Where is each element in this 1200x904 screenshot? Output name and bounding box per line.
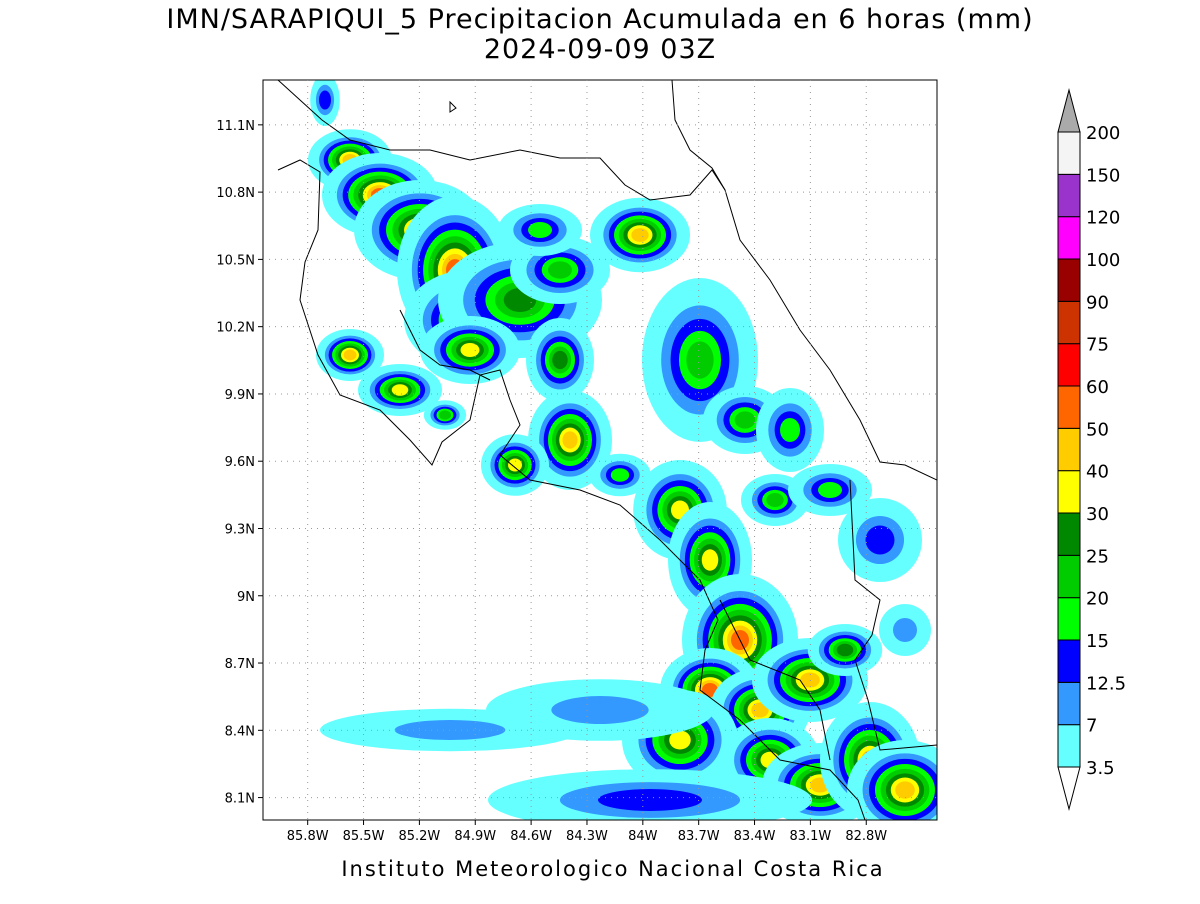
- y-tick-label: 10.5N: [216, 253, 255, 268]
- x-tick-label: 83.1W: [789, 829, 831, 844]
- precip-contour: [548, 261, 572, 279]
- y-tick-label: 11.1N: [216, 119, 255, 134]
- precip-contour: [701, 549, 719, 571]
- colorbar-label: 60: [1086, 377, 1109, 398]
- colorbar-box: [1057, 597, 1081, 641]
- x-tick-label: 83.7W: [678, 829, 720, 844]
- x-tick-label: 84.6W: [510, 829, 552, 844]
- precip-contour: [610, 468, 630, 482]
- colorbar-label: 7: [1086, 716, 1097, 737]
- colorbar-label: 30: [1086, 504, 1109, 525]
- precip-contour: [460, 343, 480, 357]
- colorbar: 3.5 7 12.5 15 20 25 30 40 50 60 75 90 100 120 150 200: [1057, 88, 1126, 811]
- y-tick-label: 8.1N: [225, 792, 255, 807]
- pacific-coast: [277, 159, 866, 820]
- y-tick-label: 9.9N: [225, 388, 255, 403]
- title: IMN/SARAPIQUI_5 Precipitacion Acumulada …: [166, 4, 1033, 35]
- precip-contour: [734, 411, 756, 429]
- colorbar-label: 20: [1086, 589, 1109, 610]
- colorbar-box: [1057, 343, 1081, 387]
- precip-contour: [562, 431, 578, 449]
- precip-contour: [818, 482, 842, 498]
- coastlines: [277, 80, 937, 820]
- precip-contour: [631, 228, 649, 242]
- x-tick-label: 84.3W: [566, 829, 608, 844]
- panama-border: [849, 479, 937, 751]
- precip-contour: [780, 418, 800, 442]
- colorbar-box: [1057, 724, 1081, 768]
- precip-contour: [319, 90, 331, 110]
- colorbar-box: [1057, 427, 1081, 472]
- precip-contour: [552, 350, 568, 370]
- colorbar-box: [1057, 258, 1081, 302]
- precip-contour: [391, 384, 409, 396]
- x-tick-label: 82.8W: [845, 829, 887, 844]
- colorbar-box: [1057, 681, 1081, 726]
- precip-contour: [508, 458, 522, 472]
- colorbar-box: [1057, 385, 1081, 429]
- colorbar-box: [1057, 512, 1081, 556]
- y-tick-label: 9N: [237, 590, 255, 605]
- precip-contour: [766, 493, 784, 507]
- colorbar-label: 25: [1086, 546, 1109, 567]
- precip-contour: [669, 730, 691, 750]
- precip-contour: [702, 683, 718, 697]
- precip-field: [308, 80, 937, 820]
- colorbar-label: 90: [1086, 292, 1109, 313]
- axes: 85.8W 85.5W 85.2W 84.9W 84.6W 84.3W 84W 83.7W 83…: [216, 80, 937, 844]
- colorbar-over: [1057, 88, 1081, 133]
- footer: Instituto Meteorologico Nacional Costa R…: [341, 857, 884, 881]
- x-tick-label: 84.9W: [454, 829, 496, 844]
- precip-contour: [865, 525, 895, 555]
- y-tick-label: 8.7N: [225, 657, 255, 672]
- precip-contour: [895, 781, 915, 799]
- colorbar-label: 15: [1086, 631, 1109, 652]
- x-tick-label: 85.8W: [287, 829, 329, 844]
- colorbar-box: [1057, 470, 1081, 514]
- precip-contour: [893, 618, 917, 642]
- colorbar-label: 40: [1086, 462, 1109, 483]
- subtitle: 2024-09-09 03Z: [484, 34, 716, 65]
- coast: [399, 309, 491, 381]
- x-tick-label: 83.4W: [734, 829, 776, 844]
- x-tick-label: 85.2W: [398, 829, 440, 844]
- precip-contour: [686, 341, 714, 379]
- colorbar-label: 200: [1086, 123, 1120, 144]
- colorbar-label: 150: [1086, 165, 1120, 186]
- border: [277, 80, 726, 201]
- colorbar-box: [1057, 554, 1081, 599]
- y-tick-label: 9.6N: [225, 455, 255, 470]
- y-tick-label: 10.2N: [216, 321, 255, 336]
- island: [449, 100, 457, 113]
- y-tick-label: 10.8N: [216, 186, 255, 201]
- precip-contour: [836, 643, 854, 657]
- precip-contour: [439, 410, 451, 420]
- precip-contour: [528, 222, 552, 238]
- colorbar-box: [1057, 300, 1081, 345]
- colorbar-label: 12.5: [1086, 673, 1126, 694]
- colorbar-label: 75: [1086, 335, 1109, 356]
- y-tick-label: 8.4N: [225, 724, 255, 739]
- precip-contour: [598, 789, 702, 811]
- colorbar-box: [1057, 216, 1081, 260]
- precip-contour: [751, 702, 769, 718]
- border: [719, 599, 831, 761]
- colorbar-label: 3.5: [1086, 758, 1115, 779]
- colorbar-box: [1057, 639, 1081, 683]
- x-tick-label: 84W: [628, 829, 658, 844]
- colorbar-label: 50: [1086, 419, 1109, 440]
- colorbar-box: [1057, 131, 1081, 175]
- colorbar-under: [1057, 766, 1081, 811]
- precip-contour: [343, 349, 357, 361]
- colorbar-label: 120: [1086, 208, 1120, 229]
- x-tick-label: 85.5W: [343, 829, 385, 844]
- colorbar-box: [1057, 173, 1081, 218]
- map-frame: [262, 79, 938, 821]
- coast: [671, 80, 937, 481]
- colorbar-label: 100: [1086, 250, 1120, 271]
- precip-contour: [551, 696, 649, 724]
- y-tick-label: 9.3N: [225, 522, 255, 537]
